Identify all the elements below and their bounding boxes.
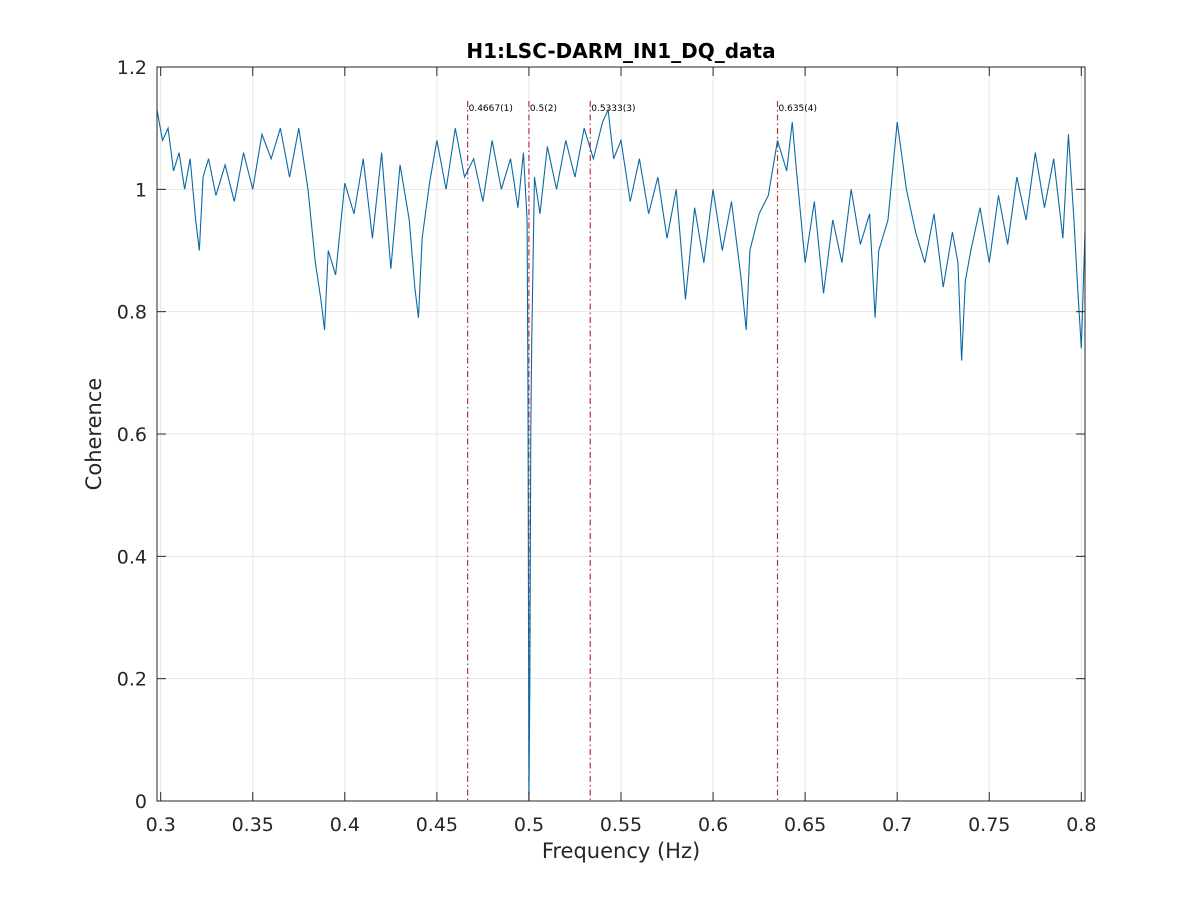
y-tick-label: 0.4 (117, 546, 147, 568)
marker-label: 0.635(4) (779, 104, 818, 114)
y-tick-label: 0.2 (117, 669, 147, 691)
x-tick-label: 0.5 (514, 814, 544, 836)
x-tick-label: 0.6 (698, 814, 728, 836)
x-axis-label: Frequency (Hz) (542, 839, 700, 863)
y-tick-label: 0.8 (117, 302, 147, 324)
x-tick-label: 0.75 (968, 814, 1010, 836)
series-layer (156, 107, 1086, 802)
marker-label: 0.5333(3) (591, 104, 635, 114)
marker-label: 0.4667(1) (469, 104, 513, 114)
y-tick-label: 0 (135, 791, 147, 813)
chart-title: H1:LSC-DARM_IN1_DQ_data (466, 39, 775, 63)
x-tick-label: 0.7 (882, 814, 912, 836)
x-tick-label: 0.8 (1066, 814, 1096, 836)
x-tick-label: 0.35 (232, 814, 274, 836)
x-tick-label: 0.65 (784, 814, 826, 836)
y-tick-label: 0.6 (117, 424, 147, 446)
x-tick-label: 0.3 (146, 814, 176, 836)
x-tick-label: 0.45 (416, 814, 458, 836)
y-axis-label: Coherence (82, 378, 106, 491)
x-tick-label: 0.4 (330, 814, 360, 836)
y-tick-label: 1.2 (117, 57, 147, 79)
x-tick-label: 0.55 (600, 814, 642, 836)
series-line (156, 107, 1086, 802)
ticks: 0.3 0.35 0.4 0.45 0.5 0.55 0.6 0.65 0.7 0.75 0.8 0 0… (117, 57, 1097, 836)
marker-label: 0.5(2) (530, 104, 557, 114)
y-tick-label: 1 (135, 179, 147, 201)
